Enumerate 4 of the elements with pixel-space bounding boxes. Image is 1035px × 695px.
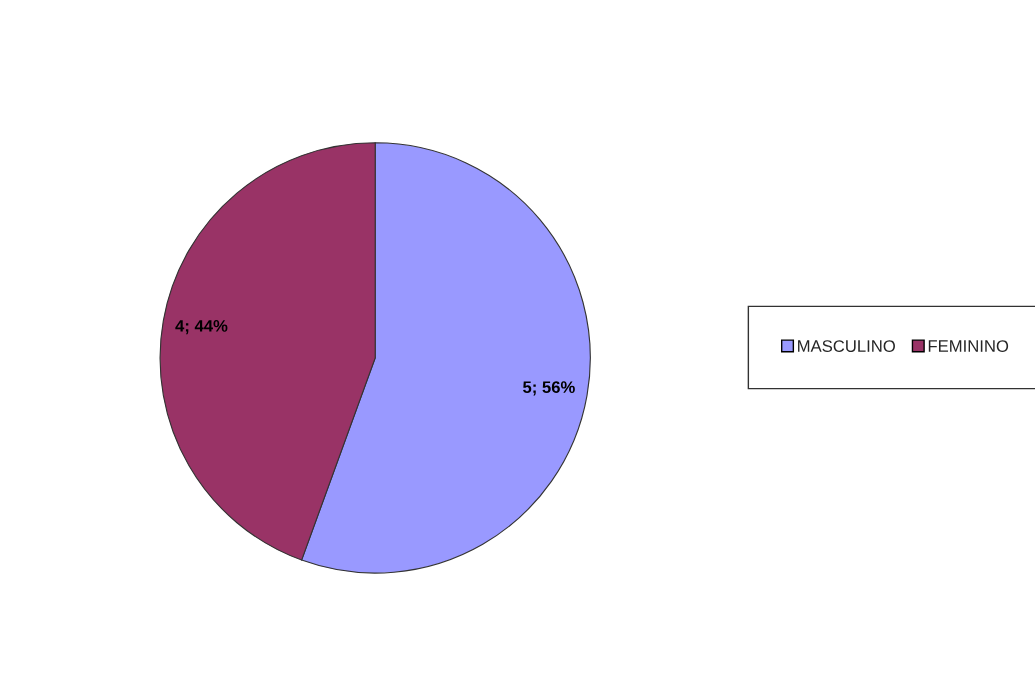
- legend-label: MASCULINO: [798, 340, 895, 352]
- legend-label: FEMININO: [928, 340, 1009, 352]
- data-label: 5; 56%: [523, 381, 575, 396]
- data-label: 4; 44%: [175, 320, 228, 335]
